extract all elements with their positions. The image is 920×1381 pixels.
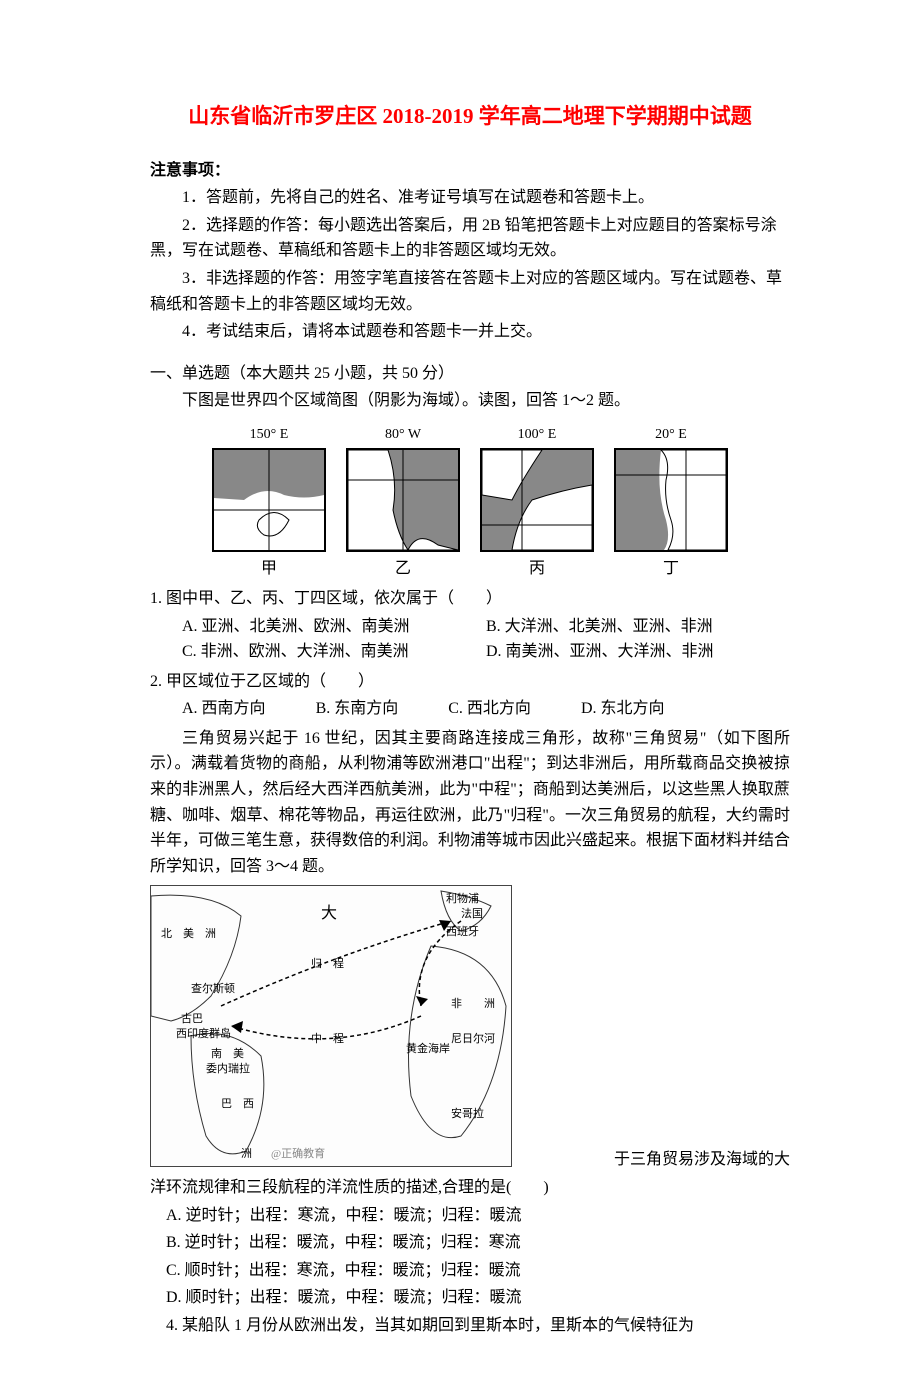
map-label-venezuela: 委内瑞拉: [206, 1061, 250, 1079]
q2-stem: 2. 甲区域位于乙区域的（ ）: [150, 669, 790, 695]
section-1-heading: 一、单选题（本大题共 25 小题，共 50 分）: [150, 361, 790, 387]
q3-choice-c: C. 顺时针；出程：寒流，中程：暖流；归程：暖流: [166, 1258, 790, 1284]
map-label-niriver: 尼日尔河: [451, 1031, 495, 1049]
notice-item-2: 2．选择题的作答：每小题选出答案后，用 2B 铅笔把答题卡上对应题目的答案标号涂…: [150, 213, 790, 264]
map-jia-svg: [214, 450, 324, 550]
q2-choice-b: B. 东南方向: [316, 696, 399, 722]
map-ding-lon: 20° E: [655, 424, 687, 446]
q3-choice-d: D. 顺时针；出程：暖流，中程：暖流；归程：暖流: [166, 1285, 790, 1311]
notice-item-1: 1．答题前，先将自己的姓名、准考证号填写在试题卷和答题卡上。: [150, 185, 790, 211]
map-ding-image: 20° S: [614, 448, 728, 552]
notice-block: 注意事项： 1．答题前，先将自己的姓名、准考证号填写在试题卷和答题卡上。 2．选…: [150, 158, 790, 345]
map-label-france: 法国: [461, 906, 483, 924]
q2-choices: A. 西南方向 B. 东南方向 C. 西北方向 D. 东北方向: [182, 696, 790, 722]
map-yi-caption: 乙: [395, 556, 411, 582]
map-yi-image: 30° N: [346, 448, 460, 552]
q4-stem: 4. 某船队 1 月份从欧洲出发，当其如期回到里斯本时，里斯本的气候特征为: [150, 1313, 790, 1339]
section-1-intro: 下图是世界四个区域简图（阴影为海域）。读图，回答 1～2 题。: [150, 388, 790, 414]
q3-choice-b: B. 逆时针；出程：暖流，中程：暖流；归程：寒流: [166, 1230, 790, 1256]
q1-choices: A. 亚洲、北美洲、欧洲、南美洲 B. 大洋洲、北美洲、亚洲、非洲 C. 非洲、…: [182, 614, 790, 665]
q3-stem-right: 于三角贸易涉及海域的大: [614, 1147, 790, 1173]
map-label-atlantic: 大: [321, 901, 337, 927]
q1-choice-c: C. 非洲、欧洲、大洋洲、南美洲: [182, 639, 486, 665]
map-jia-image: 40° S: [212, 448, 326, 552]
q3-stem-right-wrap: 3. 下面关: [512, 879, 790, 1139]
page-title: 山东省临沂市罗庄区 2018-2019 学年高二地理下学期期中试题: [150, 100, 790, 134]
map-label-zhou: 洲: [241, 1146, 252, 1164]
map-jia-lon: 150° E: [250, 424, 289, 446]
q1-stem: 1. 图中甲、乙、丙、丁四区域，依次属于（ ）: [150, 586, 790, 612]
notice-item-3: 3．非选择题的作答：用签字笔直接答在答题卡上对应的答题区域内。写在试题卷、草稿纸…: [150, 266, 790, 317]
map-label-brazil: 巴 西: [221, 1096, 254, 1114]
triangle-trade-map: 北 美 洲 大 查尔斯顿 古巴 西印度群岛 南 美 委内瑞拉 巴 西 洲 @正确…: [150, 885, 512, 1167]
map-bing-lon: 100° E: [518, 424, 557, 446]
map-yi: 80° W 30° N 乙: [346, 424, 460, 582]
q1-choice-a: A. 亚洲、北美洲、欧洲、南美洲: [182, 614, 486, 640]
map-watermark: @正确教育: [271, 1146, 325, 1164]
map-yi-lon: 80° W: [385, 424, 421, 446]
map-ding-caption: 丁: [663, 556, 679, 582]
map-label-spain: 西班牙: [446, 924, 479, 942]
q3-choice-a: A. 逆时针；出程：寒流，中程：暖流；归程：暖流: [166, 1203, 790, 1229]
map-label-goldcoast: 黄金海岸: [406, 1041, 450, 1059]
map-label-charleston: 查尔斯顿: [191, 981, 235, 999]
map-bing: 100° E 0° 丙: [480, 424, 594, 582]
passage-triangle-trade: 三角贸易兴起于 16 世纪，因其主要商路连接成三角形，故称"三角贸易"（如下图所…: [150, 726, 790, 880]
map-label-angola: 安哥拉: [451, 1106, 484, 1124]
q2-choice-a: A. 西南方向: [182, 696, 266, 722]
notice-item-4: 4．考试结束后，请将本试题卷和答题卡一并上交。: [150, 319, 790, 345]
map-label-africa: 非 洲: [451, 996, 495, 1014]
map-label-liwu: 利物浦: [446, 891, 479, 909]
q1-choice-d: D. 南美洲、亚洲、大洋洲、非洲: [486, 639, 790, 665]
map-label-windies: 西印度群岛: [176, 1026, 231, 1044]
map-ding: 20° E 20° S 丁: [614, 424, 728, 582]
map-jia-caption: 甲: [261, 556, 277, 582]
four-maps-row: 150° E 40° S 甲 80° W: [150, 424, 790, 582]
map-jia: 150° E 40° S 甲: [212, 424, 326, 582]
q2-choice-c: C. 西北方向: [448, 696, 531, 722]
map-label-zhong: 中 程: [311, 1031, 344, 1049]
map-bing-image: 0°: [480, 448, 594, 552]
map-yi-svg: [348, 450, 458, 550]
q3-row: 北 美 洲 大 查尔斯顿 古巴 西印度群岛 南 美 委内瑞拉 巴 西 洲 @正确…: [150, 879, 790, 1173]
triangle-trade-map-wrap: 北 美 洲 大 查尔斯顿 古巴 西印度群岛 南 美 委内瑞拉 巴 西 洲 @正确…: [150, 885, 512, 1167]
notice-heading: 注意事项：: [150, 158, 790, 184]
q1-choice-b: B. 大洋洲、北美洲、亚洲、非洲: [486, 614, 790, 640]
map-label-gui: 归 程: [311, 956, 344, 974]
exam-page: 山东省临沂市罗庄区 2018-2019 学年高二地理下学期期中试题 注意事项： …: [0, 0, 920, 1381]
map-ding-svg: [616, 450, 726, 550]
map-bing-caption: 丙: [529, 556, 545, 582]
q2-choice-d: D. 东北方向: [581, 696, 665, 722]
map-label-na: 北 美 洲: [161, 926, 216, 944]
map-bing-svg: [482, 450, 592, 550]
q3-stem-cont: 洋环流规律和三段航程的洋流性质的描述,合理的是( ): [150, 1175, 790, 1201]
